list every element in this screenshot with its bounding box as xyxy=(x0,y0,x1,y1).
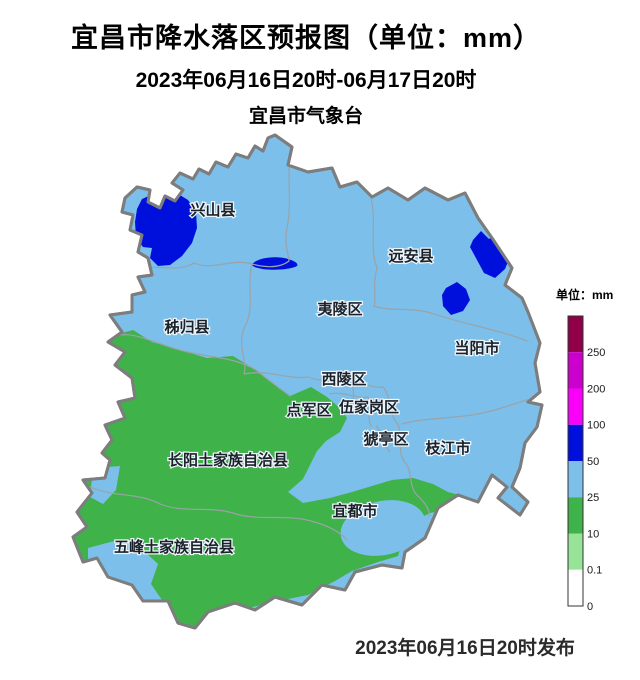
legend-tick-0: 0 xyxy=(587,601,593,613)
legend-swatch-10-25 xyxy=(568,497,583,534)
issue-time: 2023年06月16日20时发布 xyxy=(355,638,575,659)
legend-tick-25: 25 xyxy=(587,492,599,504)
region-label-yuanan: 远安县 xyxy=(388,247,433,265)
region-label-xiaoting: 猇亭区 xyxy=(363,430,408,448)
legend-swatch-0-01 xyxy=(568,569,583,606)
forecast-period: 2023年06月16日20时-06月17日20时 xyxy=(135,69,477,92)
region-label-dianjun: 点军区 xyxy=(286,402,331,419)
legend-swatch-200-250 xyxy=(568,352,583,389)
legend-title: 单位：mm xyxy=(556,288,614,302)
legend-tick-200: 200 xyxy=(587,384,605,396)
legend-tick-10: 10 xyxy=(587,529,599,541)
legend-swatch-100-200 xyxy=(568,388,583,425)
legend-tick-250: 250 xyxy=(587,347,605,359)
region-label-zigui: 秭归县 xyxy=(164,318,209,336)
legend-tick-01: 0.1 xyxy=(587,565,602,577)
legend-swatch-50-100 xyxy=(568,424,583,461)
region-label-dangyang: 当阳市 xyxy=(454,339,499,357)
legend-tick-100: 100 xyxy=(587,420,605,432)
region-label-wujiagang: 伍家岗区 xyxy=(338,398,399,416)
legend-colorbar: 250 200 100 50 25 10 0.1 0 xyxy=(567,315,605,613)
district-boundaries xyxy=(83,149,536,541)
legend-swatch-01-10 xyxy=(568,533,583,570)
legend-bar-border xyxy=(567,315,584,607)
region-label-xingshan: 兴山县 xyxy=(190,202,235,219)
legend-tick-50: 50 xyxy=(587,456,599,468)
header: 宜昌市降水落区预报图（单位：mm） 2023年06月16日20时-06月17日2… xyxy=(0,0,612,128)
region-label-zhijiang: 枝江市 xyxy=(425,439,470,457)
city-boundary-outline xyxy=(71,133,544,630)
page-title: 宜昌市降水落区预报图（单位：mm） xyxy=(70,23,541,53)
region-label-yiling: 夷陵区 xyxy=(317,300,362,318)
legend-swatch-25-50 xyxy=(568,461,583,498)
region-label-wufeng: 五峰土家族自治县 xyxy=(114,538,234,556)
issuing-agency: 宜昌市气象台 xyxy=(248,106,363,127)
rain-50-100-zone-dangyang xyxy=(442,282,470,315)
legend-swatch-250plus xyxy=(568,316,583,353)
region-label-changyang: 长阳土家族自治县 xyxy=(168,451,288,469)
rain-50-100-zone-xingshan xyxy=(135,192,197,266)
rain-25-50-patch-yidu xyxy=(340,500,426,556)
region-labels: 兴山县 远安县 夷陵区 秭归县 当阳市 西陵区 点军区 伍家岗区 猇亭区 枝江市… xyxy=(113,201,501,558)
region-label-xiling: 西陵区 xyxy=(321,370,366,388)
region-label-yidu: 宜都市 xyxy=(332,502,377,520)
